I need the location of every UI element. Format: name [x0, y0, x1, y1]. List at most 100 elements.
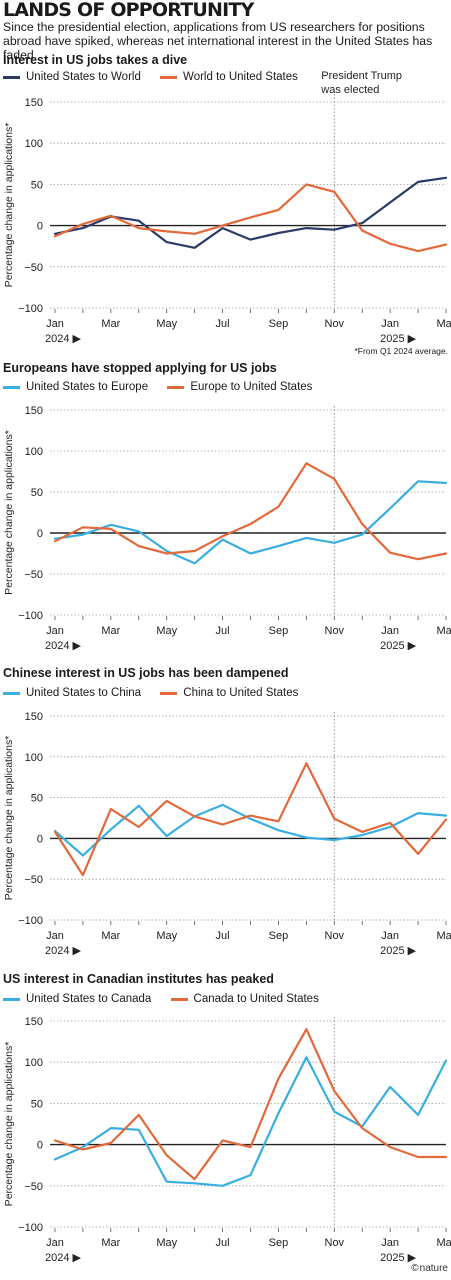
- legend-item: World to United States: [160, 71, 298, 84]
- x-tick-label: Jul: [216, 1237, 230, 1249]
- legend-label: United States to Canada: [26, 993, 152, 1005]
- credit: ©nature: [411, 1263, 448, 1274]
- panel-title-3: Chinese interest in US jobs has been dam…: [3, 666, 289, 680]
- copyright-icon: ©: [411, 1263, 419, 1274]
- x-tick-label: Jan: [381, 625, 399, 637]
- series-line: [53, 762, 448, 877]
- legend-swatch: [170, 998, 188, 1001]
- series-line: [53, 803, 448, 857]
- panel-title-2: Europeans have stopped applying for US j…: [3, 361, 277, 375]
- y-tick-label: 100: [25, 1057, 43, 1069]
- y-tick-label: −100: [18, 303, 43, 315]
- x-tick-label: Mar: [101, 1237, 120, 1249]
- y-tick-label: −50: [24, 874, 43, 886]
- x-tick-label: Sep: [269, 318, 289, 330]
- y-tick-label: 100: [25, 446, 43, 458]
- y-tick-label: 0: [37, 1140, 43, 1152]
- y-tick-label: 50: [31, 793, 43, 805]
- x-year-label: 2024 ▶: [45, 640, 82, 652]
- x-year-label: 2025 ▶: [380, 945, 417, 957]
- x-tick-label: Sep: [269, 625, 289, 637]
- x-tick-label: Mar: [101, 930, 120, 942]
- series-line: [53, 1028, 448, 1181]
- x-year-label: 2025 ▶: [380, 640, 417, 652]
- x-tick-label: Nov: [325, 625, 345, 637]
- x-tick-label: Sep: [269, 1237, 289, 1249]
- x-tick-label: May: [156, 930, 177, 942]
- annotation-text: President Trump: [321, 70, 402, 82]
- x-year-label: 2024 ▶: [45, 1252, 82, 1264]
- x-tick-label: Jul: [216, 930, 230, 942]
- legend-item: United States to Canada: [3, 993, 151, 1006]
- series-line: [53, 176, 448, 249]
- x-tick-label: Nov: [325, 1237, 345, 1249]
- x-tick-label: Mar: [437, 930, 451, 942]
- x-tick-label: Jan: [381, 930, 399, 942]
- credit-text: nature: [419, 1263, 448, 1274]
- x-year-label: 2024 ▶: [45, 333, 82, 345]
- y-tick-label: 50: [31, 1098, 43, 1110]
- y-tick-label: −100: [18, 610, 43, 622]
- x-tick-label: Jan: [46, 930, 64, 942]
- y-tick-label: 150: [25, 405, 43, 417]
- x-year-label: 2025 ▶: [380, 1252, 417, 1264]
- y-axis-label: Percentage change in applications*: [3, 1042, 15, 1207]
- legend-swatch: [160, 692, 178, 695]
- x-tick-label: Jan: [381, 318, 399, 330]
- y-tick-label: 0: [37, 528, 43, 540]
- footnote: *From Q1 2024 average.: [354, 346, 448, 356]
- legend-swatch: [3, 76, 20, 79]
- legend-label: Canada to United States: [193, 993, 319, 1005]
- x-tick-label: Jan: [46, 318, 64, 330]
- legend-2: United States to Europe Europe to United…: [3, 380, 328, 394]
- y-tick-label: 100: [25, 752, 43, 764]
- x-tick-label: Mar: [101, 625, 120, 637]
- y-tick-label: 0: [37, 833, 43, 845]
- y-tick-label: 50: [31, 487, 43, 499]
- x-tick-label: Sep: [269, 930, 289, 942]
- legend-swatch: [3, 386, 20, 389]
- y-tick-label: 150: [25, 711, 43, 723]
- x-tick-label: Mar: [437, 318, 451, 330]
- chart-panel-2: 150 100 50 0 −50 −100 Percentage change in app…: [3, 405, 451, 652]
- panel-title-4: US interest in Canadian institutes has p…: [3, 972, 274, 986]
- x-tick-label: Nov: [325, 318, 345, 330]
- legend-label: United States to China: [26, 687, 142, 699]
- legend-swatch: [3, 692, 20, 695]
- x-tick-label: May: [156, 318, 177, 330]
- legend-swatch: [167, 386, 185, 389]
- legend-item: Europe to United States: [167, 381, 312, 394]
- legend-item: China to United States: [160, 687, 298, 700]
- x-tick-label: Mar: [437, 1237, 451, 1249]
- y-axis-label: Percentage change in applications*: [3, 123, 15, 288]
- y-axis-label: Percentage change in applications*: [3, 736, 15, 901]
- legend-1: United States to World World to United S…: [3, 70, 314, 84]
- legend-swatch: [160, 76, 178, 79]
- x-year-label: 2025 ▶: [380, 333, 417, 345]
- chart-panel-3: 150 100 50 0 −50 −100 Percentage change in app…: [3, 711, 451, 957]
- legend-label: China to United States: [183, 687, 299, 699]
- series-line: [53, 1056, 448, 1187]
- legend-label: United States to Europe: [26, 381, 149, 393]
- legend-label: Europe to United States: [190, 381, 313, 393]
- y-tick-label: 50: [31, 179, 43, 191]
- chart-panel-1: 150 100 50 0 −50 −100 Percentage change in app…: [3, 70, 451, 345]
- legend-item: Canada to United States: [170, 993, 319, 1006]
- x-tick-label: Jan: [46, 625, 64, 637]
- y-tick-label: −100: [18, 1222, 43, 1234]
- y-tick-label: −100: [18, 915, 43, 927]
- page-title: LANDS OF OPPORTUNITY: [3, 0, 254, 21]
- series-line: [53, 183, 448, 253]
- y-tick-label: −50: [24, 262, 43, 274]
- y-tick-label: 150: [25, 97, 43, 109]
- x-tick-label: Nov: [325, 930, 345, 942]
- y-tick-label: 100: [25, 138, 43, 150]
- series-line: [53, 480, 448, 565]
- x-tick-label: May: [156, 1237, 177, 1249]
- legend-4: United States to Canada Canada to United…: [3, 992, 335, 1006]
- y-tick-label: −50: [24, 569, 43, 581]
- x-tick-label: Jan: [46, 1237, 64, 1249]
- x-tick-label: May: [156, 625, 177, 637]
- legend-label: World to United States: [183, 71, 298, 83]
